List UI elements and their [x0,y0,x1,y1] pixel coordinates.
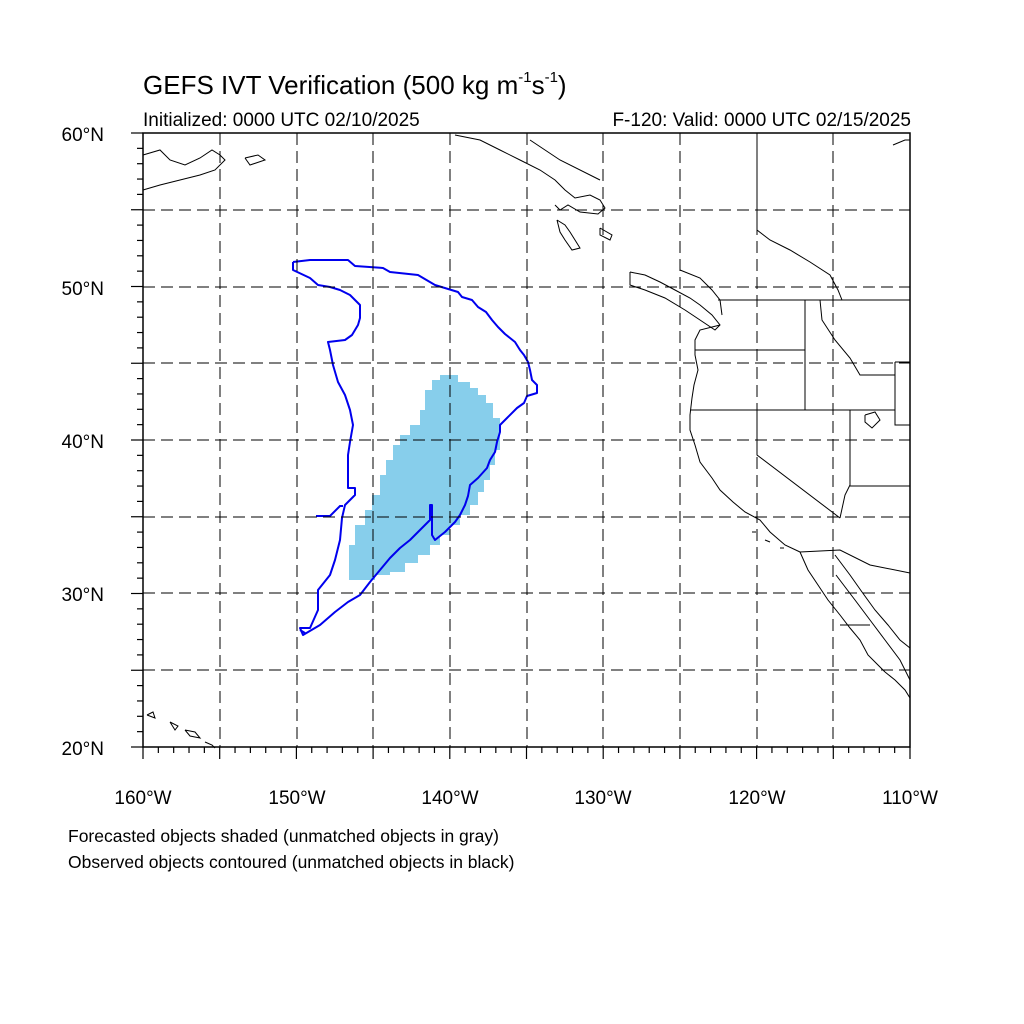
lat-labels: 60°N 50°N 40°N 30°N 20°N [62,125,104,760]
lon-label-110w: 110°W [882,788,938,809]
lon-label-150w: 150°W [268,788,325,809]
lon-label-130w: 130°W [574,788,631,809]
coastlines [142,133,911,749]
gridlines [143,133,910,747]
lat-label-40n: 40°N [62,432,104,453]
axis-ticks [131,132,911,759]
map-title: GEFS IVT Verification (500 kg m-1s-1) [143,69,567,100]
lat-label-20n: 20°N [62,739,104,760]
observed-note: Observed objects contoured (unmatched ob… [68,852,515,872]
lat-label-60n: 60°N [62,125,104,146]
forecast-object [349,375,500,580]
valid-time: F-120: Valid: 0000 UTC 02/15/2025 [612,110,911,131]
observed-object [292,259,538,636]
initialized-time: Initialized: 0000 UTC 02/10/2025 [143,110,420,131]
lon-label-120w: 120°W [728,788,785,809]
lon-label-140w: 140°W [421,788,478,809]
lon-label-160w: 160°W [114,788,171,809]
forecast-note: Forecasted objects shaded (unmatched obj… [68,826,499,846]
lat-label-50n: 50°N [62,279,104,300]
lat-label-30n: 30°N [62,585,104,606]
lon-labels: 160°W 150°W 140°W 130°W 120°W 110°W [114,788,938,809]
